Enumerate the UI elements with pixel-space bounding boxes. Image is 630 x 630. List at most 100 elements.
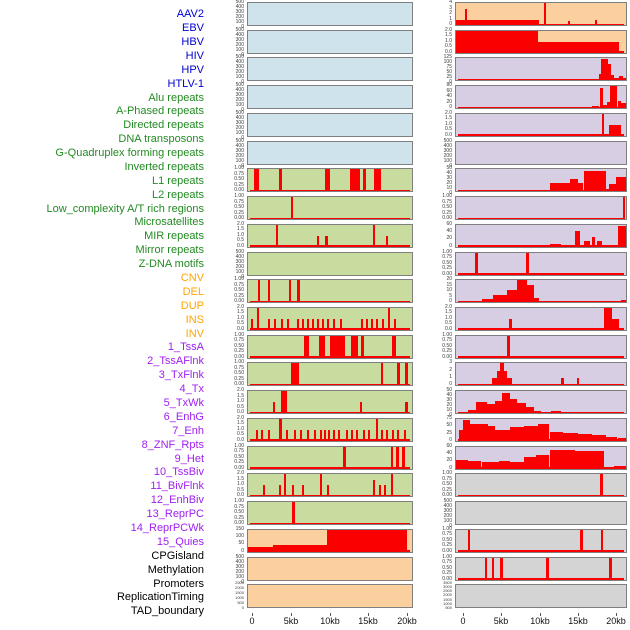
y-tick-label: 2000 xyxy=(235,585,244,591)
data-bar xyxy=(346,429,349,441)
y-tick-label: 400 xyxy=(235,253,244,260)
y-tick-label: 1.5 xyxy=(237,475,244,482)
track-label-2-tssaflnk: 2_TssAFlnk xyxy=(147,355,204,368)
y-axis-ticks: 2.0 1.5 1.0 0.5 0.0 xyxy=(214,303,244,332)
y-tick-label: 100 xyxy=(443,518,452,525)
data-bar xyxy=(385,235,389,247)
data-bar xyxy=(595,19,598,25)
data-area-segment xyxy=(614,465,626,469)
y-tick-label: 300 xyxy=(235,119,244,126)
data-area-segment xyxy=(248,547,273,552)
data-baseline xyxy=(457,217,625,220)
data-bar xyxy=(320,429,323,441)
y-axis-ticks: 1.00 0.75 0.50 0.25 0.00 xyxy=(214,332,244,360)
y-axis-ticks: 2.0 1.5 1.0 0.5 0.0 xyxy=(214,388,244,415)
y-tick-label: 0 xyxy=(449,412,452,419)
track-panel-a-phased-repeats xyxy=(247,196,413,221)
y-tick-label: 100 xyxy=(235,102,244,109)
y-tick-label: 0.5 xyxy=(445,126,452,133)
data-baseline xyxy=(457,356,625,358)
data-bar xyxy=(474,252,479,275)
data-bar xyxy=(375,318,378,330)
track-label-replicationtiming: ReplicationTiming xyxy=(116,591,204,604)
y-axis-ticks: 1.00 0.75 0.50 0.25 0.00 xyxy=(214,360,244,387)
y-tick-label: 0.50 xyxy=(234,204,244,211)
y-axis-ticks: 500 400 300 200 100 0 xyxy=(214,27,244,57)
track-panel-alu-repeats xyxy=(247,168,413,193)
y-tick-label: 0.5 xyxy=(445,320,452,327)
data-area-segment xyxy=(462,420,470,441)
data-bar xyxy=(405,363,408,386)
track-panel-inv xyxy=(455,29,627,54)
y-tick-label: 0.75 xyxy=(442,254,452,261)
y-tick-label: 0.50 xyxy=(234,287,244,294)
y-tick-label: 20 xyxy=(446,180,452,187)
data-baseline xyxy=(249,217,411,220)
y-tick-label: 4 xyxy=(449,0,452,5)
track-panel-hbv xyxy=(247,57,413,82)
y-tick-label: 300 xyxy=(235,92,244,99)
data-bar xyxy=(307,318,310,330)
data-area-segment xyxy=(599,88,604,109)
y-tick-label: 0.0 xyxy=(445,48,452,55)
data-area-segment xyxy=(488,425,496,441)
y-tick-label: 0.75 xyxy=(442,337,452,344)
y-tick-label: 2.0 xyxy=(445,26,452,33)
y-tick-label: 1.0 xyxy=(237,314,244,321)
y-tick-label: 0.50 xyxy=(234,342,244,349)
data-baseline xyxy=(457,328,625,330)
data-bar xyxy=(374,169,381,192)
y-tick-label: 1.5 xyxy=(237,309,244,316)
y-tick-label: 0.5 xyxy=(237,486,244,493)
y-tick-label: 0.75 xyxy=(234,198,244,205)
data-area-segment xyxy=(547,106,553,109)
track-label-methylation: Methylation xyxy=(147,563,204,576)
data-area-segment xyxy=(459,429,463,441)
data-bar xyxy=(279,485,282,497)
track-panel-9-het xyxy=(455,279,627,304)
y-tick-label: 0.0 xyxy=(237,492,244,499)
y-tick-label: 0 xyxy=(449,104,452,111)
track-label-cnv: CNV xyxy=(180,272,204,285)
data-area-segment xyxy=(607,101,610,109)
y-tick-label: 150 xyxy=(235,525,244,532)
data-area-segment xyxy=(537,424,550,441)
data-area-segment xyxy=(503,370,507,386)
track-panel-directed-repeats xyxy=(247,223,413,248)
track-label-alu-repeats: Alu repeats xyxy=(148,91,204,104)
y-tick-label: 40 xyxy=(446,93,452,100)
y-axis-ticks: 2.0 1.5 1.0 0.5 0.0 xyxy=(214,415,244,443)
data-area-segment xyxy=(481,462,499,469)
data-bar xyxy=(272,402,276,414)
data-bar xyxy=(318,335,326,358)
data-area-segment xyxy=(534,297,540,303)
y-tick-label: 0.25 xyxy=(234,459,244,466)
y-tick-label: 1 xyxy=(449,15,452,22)
data-bar xyxy=(396,446,399,469)
y-tick-label: 100 xyxy=(235,268,244,275)
y-tick-label: 0 xyxy=(241,578,244,585)
x-axis-label: 5kb xyxy=(283,616,299,626)
y-tick-label: 0.50 xyxy=(234,176,244,183)
y-tick-label: 2.0 xyxy=(237,303,244,310)
y-tick-label: 1.00 xyxy=(442,525,452,532)
y-tick-label: 500 xyxy=(445,604,452,610)
y-axis-ticks: 1.00 0.75 0.50 0.25 0.00 xyxy=(422,554,452,582)
y-tick-label: 500 xyxy=(235,109,244,116)
track-label-hiv: HIV xyxy=(185,49,204,62)
track-panel-15-quies xyxy=(455,445,627,470)
y-tick-label: 1.5 xyxy=(445,309,452,316)
data-baseline xyxy=(249,494,411,497)
y-tick-label: 0.00 xyxy=(442,547,452,554)
y-tick-label: 0.75 xyxy=(234,364,244,371)
y-tick-label: 1.0 xyxy=(237,398,244,405)
track-label-htlv-1: HTLV-1 xyxy=(167,77,204,90)
data-area-segment xyxy=(459,218,470,220)
y-axis-ticks: 75 50 25 0 xyxy=(422,415,452,443)
data-area-segment xyxy=(326,529,408,552)
y-tick-label: 2000 xyxy=(443,592,452,598)
track-panel-mirror-repeats xyxy=(247,473,413,498)
data-bar xyxy=(372,224,376,247)
y-tick-label: 0.0 xyxy=(445,325,452,332)
y-axis-ticks: 1.00 0.75 0.50 0.25 0.00 xyxy=(422,194,452,221)
